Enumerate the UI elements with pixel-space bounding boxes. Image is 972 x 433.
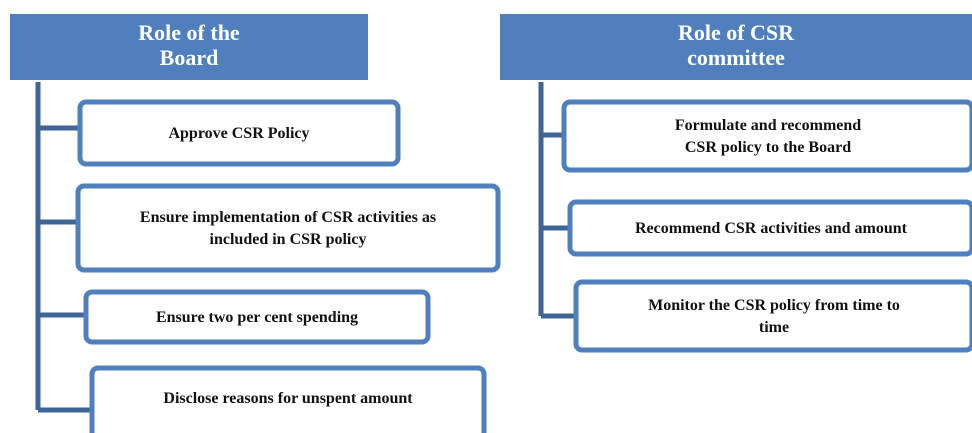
item-text: Formulate and recommend: [675, 117, 861, 134]
item-box: [75, 183, 501, 273]
item-box: [561, 99, 972, 173]
item-text: Recommend CSR activities and amount: [635, 220, 908, 237]
item-text: CSR policy to the Board: [685, 139, 851, 156]
header-title: Role of CSR: [678, 20, 795, 45]
header-title: Role of the: [138, 20, 240, 45]
item-box: [573, 279, 972, 353]
item-text: Disclose reasons for unspent amount: [163, 390, 413, 407]
item-text: time: [759, 319, 789, 336]
header-title: Board: [160, 45, 219, 70]
item-text: Monitor the CSR policy from time to: [648, 297, 900, 314]
item-text: Ensure two per cent spending: [156, 309, 358, 326]
item-text: Ensure implementation of CSR activities …: [140, 209, 436, 226]
header-title: committee: [687, 45, 785, 70]
item-box: [77, 99, 401, 167]
item-text: Approve CSR Policy: [168, 125, 309, 142]
header-box: [10, 14, 368, 80]
item-text: included in CSR policy: [210, 231, 367, 248]
header-box: [500, 14, 972, 80]
item-box: [567, 199, 972, 257]
connectors: [35, 82, 578, 413]
item-box: [89, 365, 487, 433]
item-box: [83, 289, 431, 345]
